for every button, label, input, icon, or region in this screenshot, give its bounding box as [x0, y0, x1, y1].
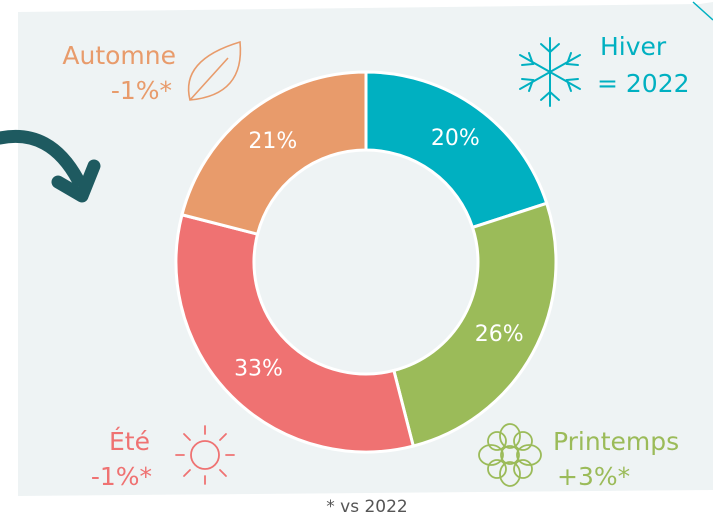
change-label: = 2022: [597, 69, 690, 98]
arrow-head: [51, 159, 101, 203]
panel: [18, 2, 713, 496]
change-label: -1%*: [111, 76, 172, 105]
category-label: Printemps: [553, 427, 679, 456]
snowflake-icon: [519, 37, 581, 107]
flower-icon: [478, 423, 542, 487]
donut-segment: [364, 70, 549, 230]
value-label: 21%: [248, 129, 297, 154]
leaf-icon: [187, 40, 242, 101]
value-label: 26%: [475, 322, 524, 347]
value-label: 20%: [431, 126, 480, 151]
arrow: [0, 129, 85, 187]
category-label: Hiver: [600, 32, 667, 61]
corner-line: [692, 1, 713, 21]
change-label: -1%*: [91, 462, 152, 491]
footnote: * vs 2022: [326, 497, 408, 517]
donut-segment: [180, 70, 368, 236]
change-label: +3%*: [557, 462, 630, 491]
value-label: 33%: [234, 356, 283, 381]
category-label: Été: [109, 427, 150, 456]
donut-segment: [174, 212, 416, 454]
category-label: Automne: [62, 41, 176, 70]
donut-segment: [392, 201, 558, 448]
sun-icon: [175, 425, 235, 485]
